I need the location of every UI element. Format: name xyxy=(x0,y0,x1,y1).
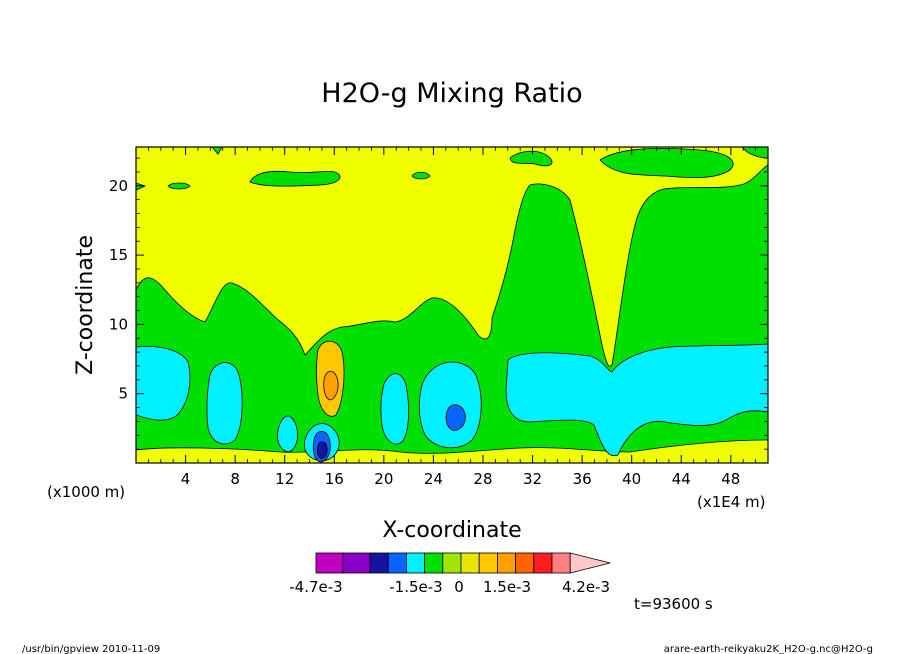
colorbar-swatch xyxy=(460,552,480,574)
cyan-cell-right xyxy=(505,343,768,457)
colorbar-swatch xyxy=(496,552,516,574)
bottom-yellow-strip xyxy=(136,439,768,463)
dark-blue-core xyxy=(317,441,328,459)
cyan-cell xyxy=(380,373,410,445)
y-tick-label: 10 xyxy=(109,315,128,333)
x-tick-label: 20 xyxy=(374,470,393,488)
green-blob xyxy=(741,147,768,159)
time-label: t=93600 s xyxy=(634,595,713,613)
green-blob xyxy=(136,182,147,191)
y-tick-label: 5 xyxy=(118,385,128,403)
colorbar-arrow xyxy=(569,552,611,574)
green-blob xyxy=(249,170,341,187)
y-axis-label: Z-coordinate xyxy=(73,235,98,375)
colorbar-swatch xyxy=(342,552,371,574)
x-tick-label: 28 xyxy=(473,470,492,488)
x-tick-label: 44 xyxy=(672,470,691,488)
footer-left: /usr/bin/gpview 2010-11-09 xyxy=(22,644,160,654)
colorbar-swatch xyxy=(369,552,389,574)
colorbar-label: -1.5e-3 xyxy=(389,578,442,596)
colorbar-swatch xyxy=(533,552,553,574)
y-axis: 5 10 15 20 xyxy=(109,157,768,450)
x-tick-label: 24 xyxy=(424,470,443,488)
colorbar-label: 4.2e-3 xyxy=(562,578,610,596)
colorbar-swatch xyxy=(387,552,407,574)
colorbar-label: 1.5e-3 xyxy=(483,578,531,596)
cyan-cell xyxy=(418,361,482,449)
chart-title: H2O-g Mixing Ratio xyxy=(321,78,582,109)
orange-core xyxy=(323,370,339,401)
cyan-cell xyxy=(206,362,243,445)
green-blob xyxy=(509,150,553,167)
x-tick-label: 48 xyxy=(721,470,740,488)
green-blob xyxy=(599,147,734,179)
colorbar-label: -4.7e-3 xyxy=(289,578,342,596)
colorbar-label: 0 xyxy=(454,578,464,596)
colorbar xyxy=(315,552,611,574)
x-tick-label: 36 xyxy=(573,470,592,488)
colorbar-swatch xyxy=(424,552,444,574)
green-blob xyxy=(167,182,191,190)
colorbar-swatch xyxy=(405,552,425,574)
colorbar-swatch xyxy=(515,552,535,574)
x-tick-label: 40 xyxy=(622,470,641,488)
x-tick-label: 32 xyxy=(523,470,542,488)
x-unit-left: (x1000 m) xyxy=(47,483,125,501)
footer-right: arare-earth-reikyaku2K_H2O-g.nc@H2O-g xyxy=(664,644,873,654)
colorbar-swatch xyxy=(315,552,344,574)
cyan-cell xyxy=(277,415,298,453)
colorbar-swatch xyxy=(442,552,462,574)
cyan-cell-left xyxy=(136,346,191,421)
plot-frame xyxy=(135,146,769,464)
colorbar-labels: -4.7e-3 -1.5e-3 0 1.5e-3 4.2e-3 xyxy=(289,578,610,596)
x-axis-label: X-coordinate xyxy=(382,518,521,543)
blue-core xyxy=(445,404,466,431)
x-unit-right: (x1E4 m) xyxy=(697,493,766,511)
x-axis: 4 8 12 16 20 24 28 32 36 40 44 48 xyxy=(147,147,757,488)
plot-area xyxy=(136,147,768,463)
y-tick-label: 20 xyxy=(109,177,128,195)
x-tick-label: 8 xyxy=(230,470,240,488)
x-tick-label: 4 xyxy=(181,470,191,488)
colorbar-swatch xyxy=(551,552,571,574)
colorbar-swatch xyxy=(478,552,498,574)
green-blob xyxy=(411,171,431,180)
x-tick-label: 12 xyxy=(275,470,294,488)
y-tick-label: 15 xyxy=(109,246,128,264)
x-tick-label: 16 xyxy=(325,470,344,488)
green-blob xyxy=(211,147,223,155)
